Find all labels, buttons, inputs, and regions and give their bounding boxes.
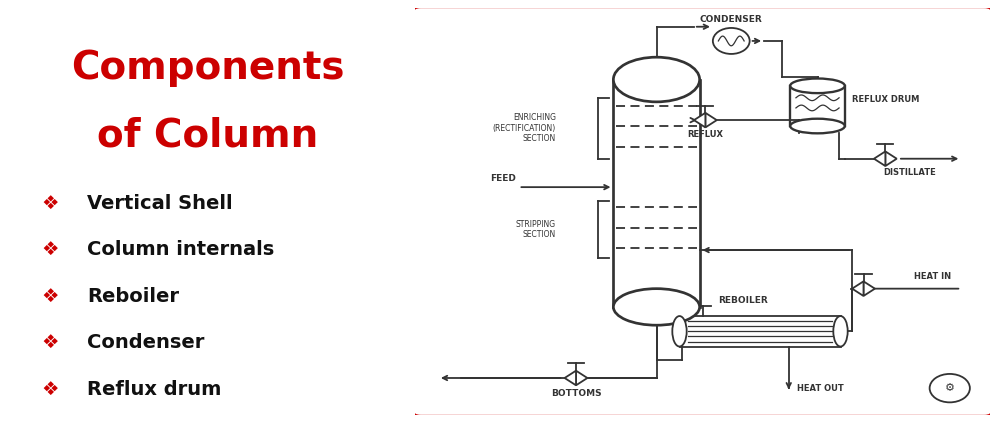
Polygon shape: [852, 281, 864, 296]
Text: REBOILER: REBOILER: [718, 296, 768, 305]
Ellipse shape: [672, 316, 687, 346]
Ellipse shape: [790, 79, 845, 93]
Text: ❖: ❖: [41, 287, 59, 305]
Text: BOTTOMS: BOTTOMS: [551, 389, 601, 398]
Text: CONDENSER: CONDENSER: [700, 15, 763, 24]
Text: ❖: ❖: [41, 240, 59, 259]
Ellipse shape: [613, 57, 700, 102]
Bar: [680, 316, 840, 346]
Polygon shape: [874, 151, 885, 166]
FancyBboxPatch shape: [412, 6, 993, 417]
Text: Vertical Shell: Vertical Shell: [87, 194, 233, 212]
Text: ❖: ❖: [41, 333, 59, 352]
Text: HEAT IN: HEAT IN: [914, 272, 951, 280]
Text: Reflux drum: Reflux drum: [87, 380, 222, 398]
Text: DISTILLATE: DISTILLATE: [883, 168, 936, 177]
Ellipse shape: [613, 288, 700, 325]
Polygon shape: [694, 113, 705, 127]
Text: ⚙: ⚙: [945, 383, 955, 393]
Polygon shape: [565, 371, 576, 385]
Text: Reboiler: Reboiler: [87, 287, 179, 305]
Text: Condenser: Condenser: [87, 333, 205, 352]
Text: of Column: of Column: [97, 116, 318, 154]
Text: ENRICHING
(RECTIFICATION)
SECTION: ENRICHING (RECTIFICATION) SECTION: [493, 113, 556, 143]
Polygon shape: [705, 113, 717, 127]
Text: STRIPPING
SECTION: STRIPPING SECTION: [516, 220, 556, 239]
Ellipse shape: [790, 119, 845, 133]
Text: FEED: FEED: [490, 174, 516, 183]
Text: Components: Components: [71, 49, 344, 87]
Text: REFLUX DRUM: REFLUX DRUM: [852, 95, 919, 104]
Polygon shape: [864, 281, 875, 296]
Polygon shape: [885, 151, 897, 166]
Ellipse shape: [833, 316, 848, 346]
Text: HEAT OUT: HEAT OUT: [797, 384, 844, 393]
Circle shape: [930, 374, 970, 402]
Polygon shape: [576, 371, 587, 385]
Text: REFLUX: REFLUX: [687, 130, 723, 139]
Text: Column internals: Column internals: [87, 240, 274, 259]
Text: ❖: ❖: [41, 380, 59, 398]
Text: ❖: ❖: [41, 194, 59, 212]
Circle shape: [713, 28, 750, 54]
